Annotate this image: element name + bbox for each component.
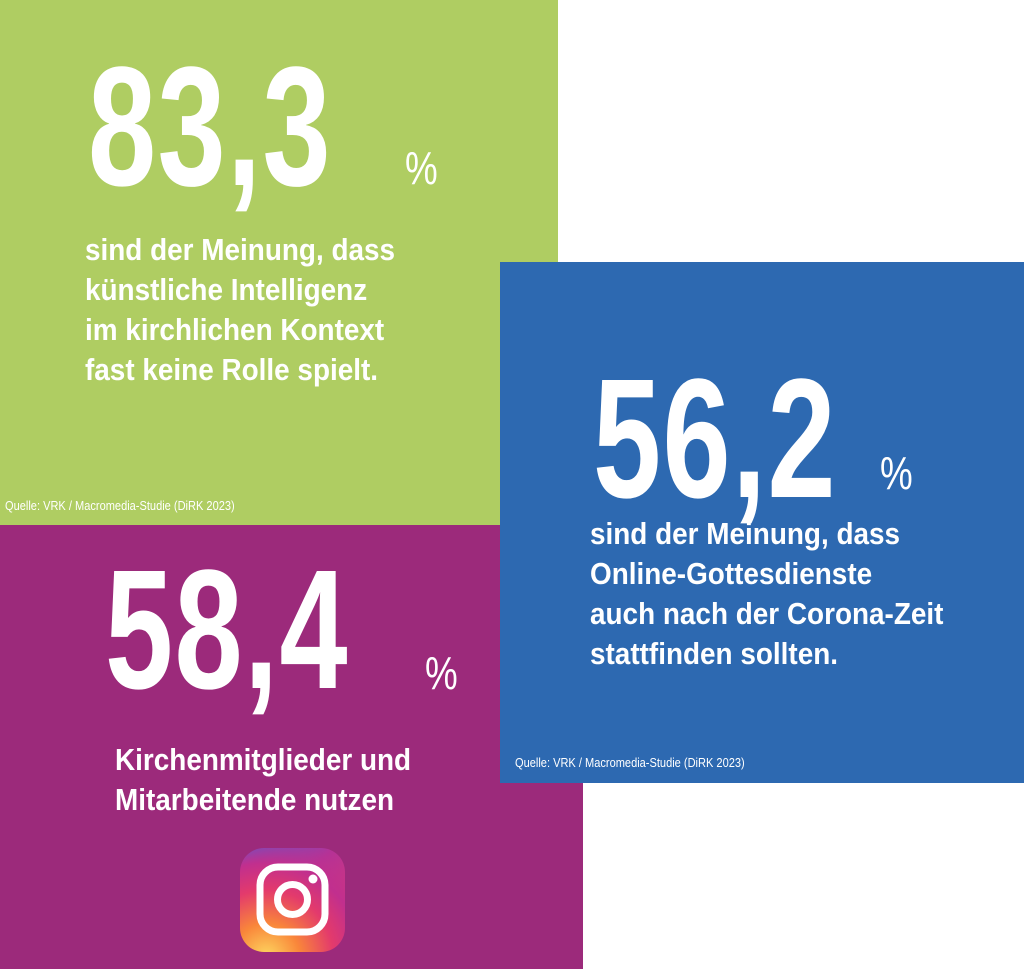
percent-sign: % — [880, 447, 913, 499]
stat-panel-instagram: 58,4 % Kirchenmitglieder und Mitarbeiten… — [0, 525, 583, 969]
description-line: fast keine Rolle spielt. — [85, 352, 379, 387]
stat-description: sind der Meinung, dass Online-Gottesdien… — [590, 514, 943, 674]
instagram-icon — [240, 848, 345, 952]
percent-sign: % — [425, 647, 458, 699]
description-line: im kirchlichen Kontext — [85, 312, 385, 347]
description-line: sind der Meinung, dass — [85, 232, 396, 267]
description-line: stattfinden sollten. — [590, 636, 839, 671]
stat-description: Kirchenmitglieder und Mitarbeitende nutz… — [115, 740, 411, 820]
percent-sign: % — [405, 142, 438, 194]
stat-value: 58,4 — [105, 535, 349, 725]
description-line: Kirchenmitglieder und — [115, 742, 412, 777]
stat-description: sind der Meinung, dass künstliche Intell… — [85, 230, 395, 390]
description-line: sind der Meinung, dass — [590, 516, 901, 551]
description-line: Online-Gottesdienste — [590, 556, 873, 591]
stat-value: 56,2 — [593, 344, 837, 534]
stat-panel-online-services: 56,2 % sind der Meinung, dass Online-Got… — [500, 262, 1024, 783]
source-note: Quelle: VRK / Macromedia-Studie (DiRK 20… — [515, 755, 745, 770]
description-line: Mitarbeitende nutzen — [115, 782, 395, 817]
stat-value: 83,3 — [88, 32, 332, 222]
source-note: Quelle: VRK / Macromedia-Studie (DiRK 20… — [5, 498, 235, 513]
description-line: künstliche Intelligenz — [85, 272, 368, 307]
stat-panel-ai: 83,3 % sind der Meinung, dass künstliche… — [0, 0, 558, 525]
description-line: auch nach der Corona-Zeit — [590, 596, 944, 631]
